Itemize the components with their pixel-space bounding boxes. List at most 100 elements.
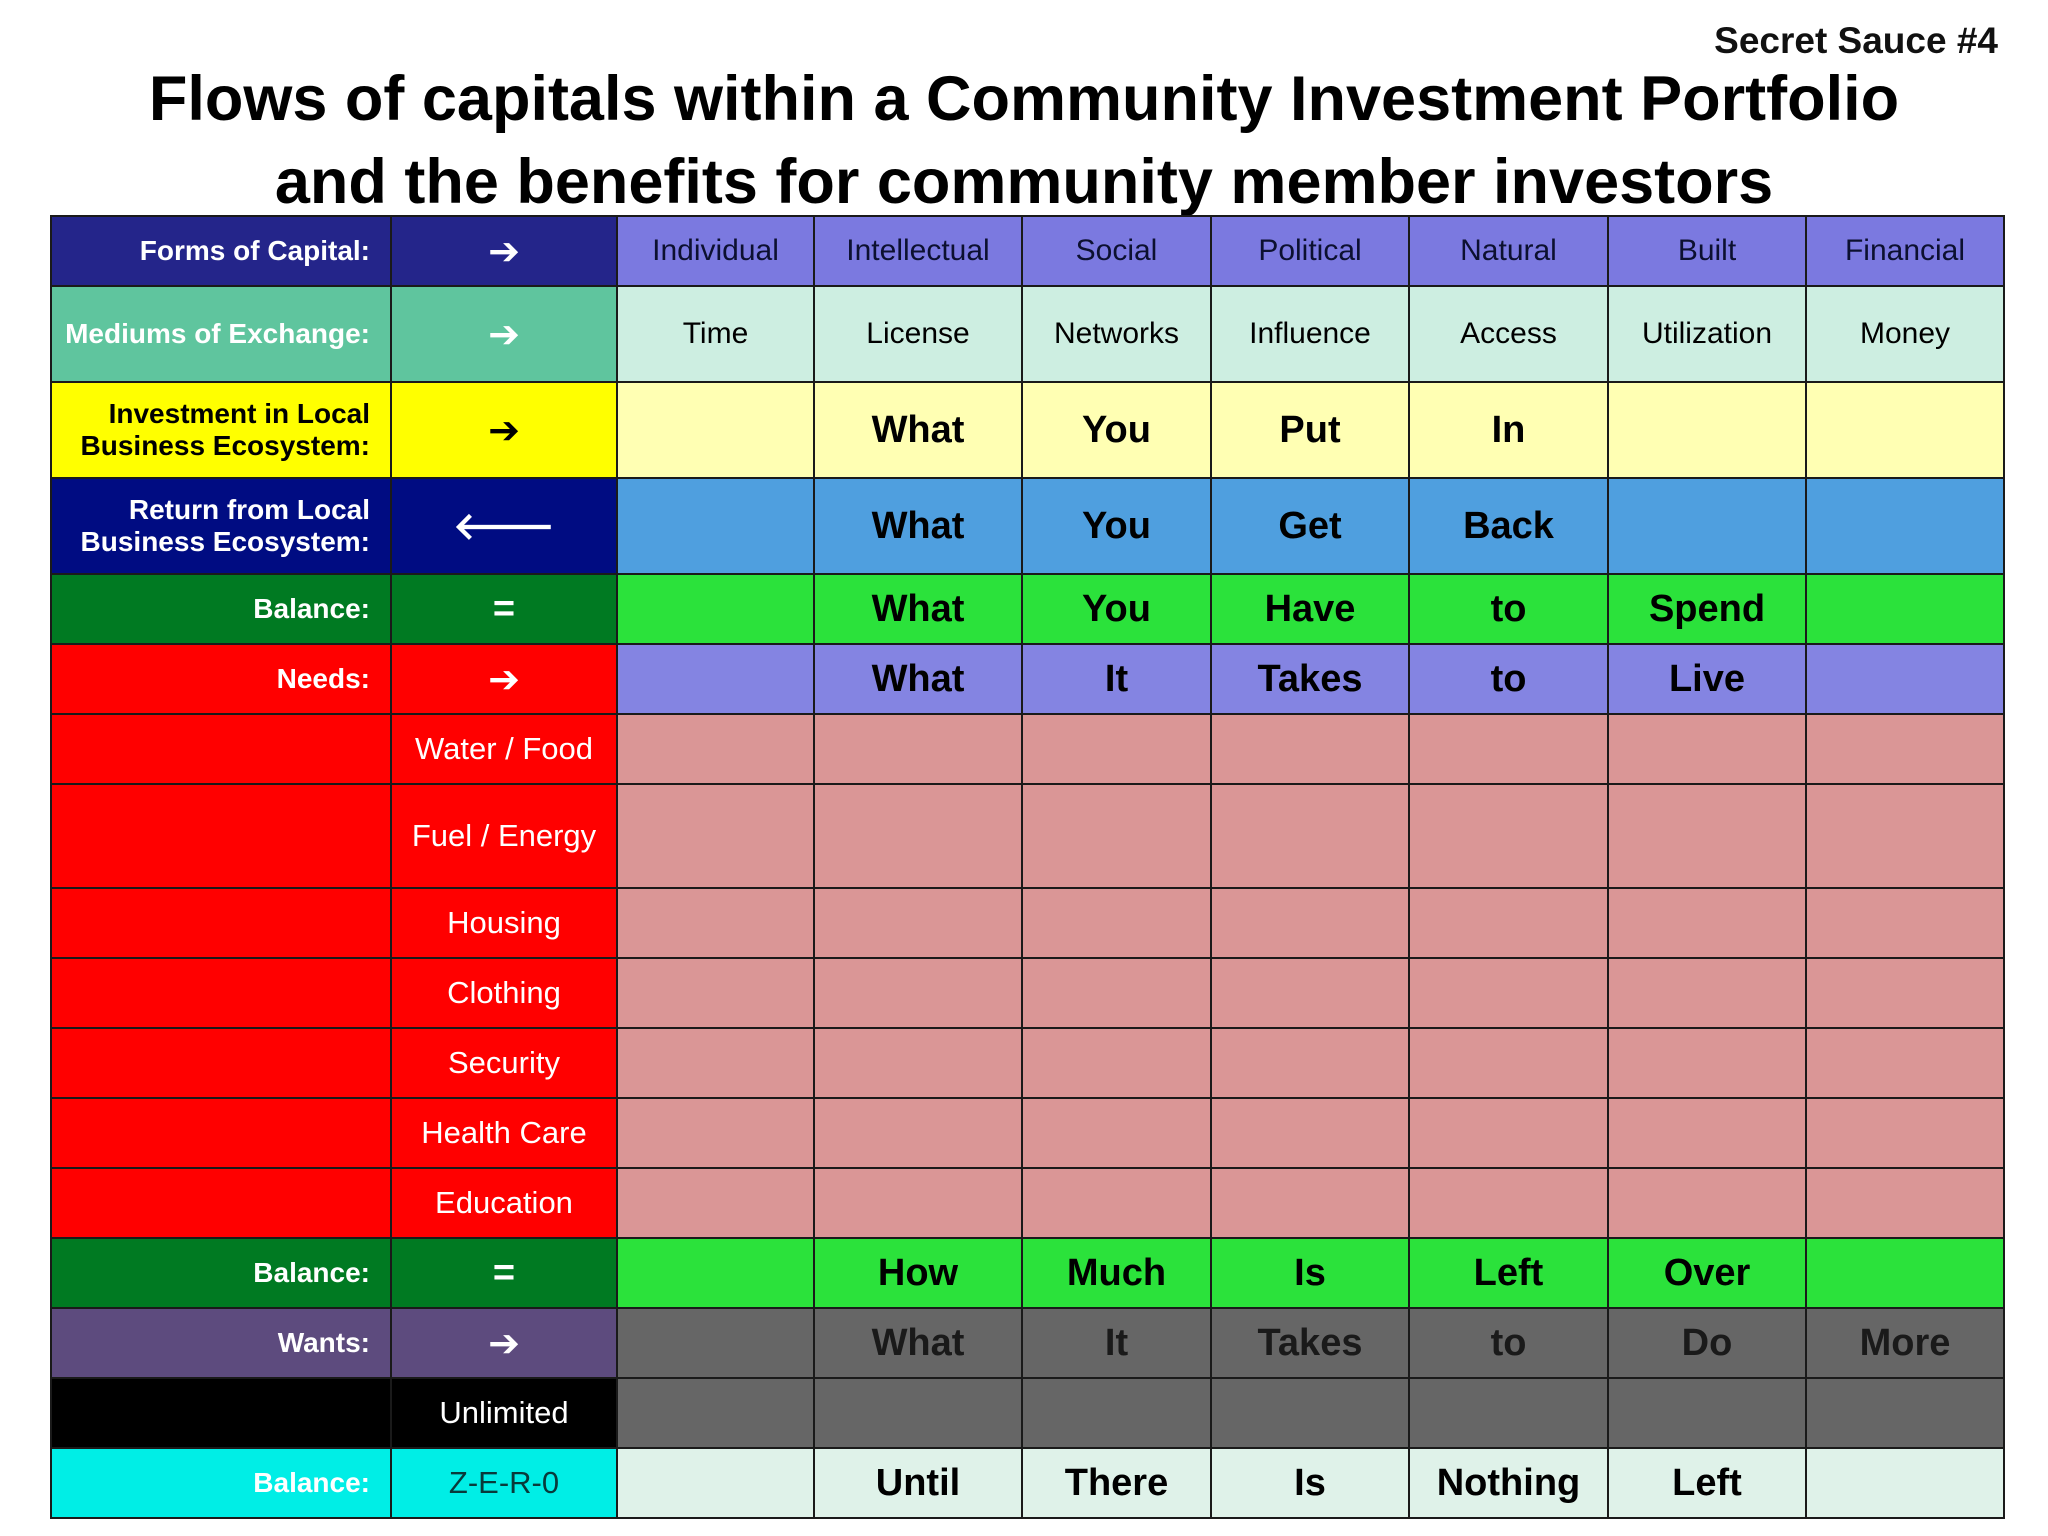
table-cell <box>813 783 1023 889</box>
table-cell <box>616 1027 815 1099</box>
table-cell: Put <box>1210 381 1410 479</box>
table-cell <box>1408 1097 1609 1169</box>
arrow-right-icon: ➔ <box>390 1307 618 1379</box>
table-cell <box>1607 1097 1807 1169</box>
table-row: Balance: Z-E-R-0 Until There Is Nothing Left <box>50 1447 2005 1519</box>
table-row: Education <box>50 1167 2005 1239</box>
table-cell: Money <box>1805 285 2005 383</box>
arrow-right-icon: ➔ <box>390 215 618 287</box>
table-cell <box>1805 643 2005 715</box>
table-cell: Nothing <box>1408 1447 1609 1519</box>
arrow-left-icon: 🡐 <box>390 477 618 575</box>
table-cell: Have <box>1210 573 1410 645</box>
table-cell: Time <box>616 285 815 383</box>
table-cell <box>1607 957 1807 1029</box>
row-sublabel: Fuel / Energy <box>390 783 618 889</box>
table-cell <box>1805 1377 2005 1449</box>
table-row: Investment in Local Business Ecosystem: ➔ W… <box>50 381 2005 479</box>
row-label-line: Return from Local <box>128 494 370 525</box>
table-cell <box>813 1377 1023 1449</box>
row-sublabel: Health Care <box>390 1097 618 1169</box>
table-cell <box>813 1097 1023 1169</box>
table-cell <box>616 1377 815 1449</box>
table-row: Water / Food <box>50 713 2005 785</box>
table-row: Clothing <box>50 957 2005 1029</box>
table-cell <box>1805 1237 2005 1309</box>
table-cell <box>616 713 815 785</box>
table-row: Security <box>50 1027 2005 1099</box>
table-cell: Is <box>1210 1447 1410 1519</box>
table-cell <box>1021 957 1212 1029</box>
table-cell <box>616 381 815 479</box>
table-row: Needs: ➔ What It Takes to Live <box>50 643 2005 715</box>
table-cell: What <box>813 573 1023 645</box>
table-cell: How <box>813 1237 1023 1309</box>
table-cell <box>1607 713 1807 785</box>
table-row: Forms of Capital: ➔ Individual Intellectual… <box>50 215 2005 287</box>
table-cell <box>813 957 1023 1029</box>
table-row: Housing <box>50 887 2005 959</box>
table-cell: Back <box>1408 477 1609 575</box>
table-cell: Influence <box>1210 285 1410 383</box>
table-cell: Much <box>1021 1237 1212 1309</box>
table-cell <box>1021 783 1212 889</box>
capital-header: Intellectual <box>813 215 1023 287</box>
table-cell: What <box>813 477 1023 575</box>
table-cell: Takes <box>1210 1307 1410 1379</box>
table-cell <box>616 477 815 575</box>
row-label <box>50 1167 392 1239</box>
table-cell <box>1805 957 2005 1029</box>
capital-header: Individual <box>616 215 815 287</box>
table-cell <box>1408 1167 1609 1239</box>
arrow-right-icon: ➔ <box>390 643 618 715</box>
row-label: Balance: <box>50 573 392 645</box>
table-cell: Over <box>1607 1237 1807 1309</box>
capital-header: Political <box>1210 215 1410 287</box>
row-label: Balance: <box>50 1237 392 1309</box>
table-cell: Until <box>813 1447 1023 1519</box>
table-row: Unlimited <box>50 1377 2005 1449</box>
table-cell <box>1210 1377 1410 1449</box>
table-cell: Is <box>1210 1237 1410 1309</box>
table-row: Balance: = What You Have to Spend <box>50 573 2005 645</box>
table-cell: to <box>1408 573 1609 645</box>
table-cell <box>1210 957 1410 1029</box>
table-cell: You <box>1021 381 1212 479</box>
table-cell <box>1021 1167 1212 1239</box>
table-cell <box>1805 887 2005 959</box>
table-cell <box>1408 887 1609 959</box>
row-label <box>50 1377 392 1449</box>
capital-flows-table: Forms of Capital: ➔ Individual Intellectual… <box>50 215 2005 1519</box>
table-row: Fuel / Energy <box>50 783 2005 889</box>
table-cell <box>1805 381 2005 479</box>
row-label: Forms of Capital: <box>50 215 392 287</box>
table-cell <box>1210 1167 1410 1239</box>
table-cell <box>813 713 1023 785</box>
table-cell <box>1607 1377 1807 1449</box>
row-label: Investment in Local Business Ecosystem: <box>50 381 392 479</box>
table-cell <box>1210 783 1410 889</box>
row-sublabel: Water / Food <box>390 713 618 785</box>
table-cell <box>1408 783 1609 889</box>
table-cell <box>1607 1167 1807 1239</box>
table-cell <box>616 887 815 959</box>
table-cell: Do <box>1607 1307 1807 1379</box>
table-cell <box>1021 1027 1212 1099</box>
table-cell: Live <box>1607 643 1807 715</box>
row-sublabel: Housing <box>390 887 618 959</box>
row-label: Needs: <box>50 643 392 715</box>
table-cell <box>616 1237 815 1309</box>
row-label: Balance: <box>50 1447 392 1519</box>
row-label <box>50 1097 392 1169</box>
table-cell <box>1607 887 1807 959</box>
table-cell <box>1021 713 1212 785</box>
table-row: Health Care <box>50 1097 2005 1169</box>
table-cell <box>1805 573 2005 645</box>
table-cell <box>1408 1377 1609 1449</box>
table-cell: It <box>1021 1307 1212 1379</box>
table-cell <box>1021 1377 1212 1449</box>
table-cell <box>616 957 815 1029</box>
table-row: Balance: = How Much Is Left Over <box>50 1237 2005 1309</box>
table-cell <box>616 1097 815 1169</box>
table-cell: Get <box>1210 477 1410 575</box>
